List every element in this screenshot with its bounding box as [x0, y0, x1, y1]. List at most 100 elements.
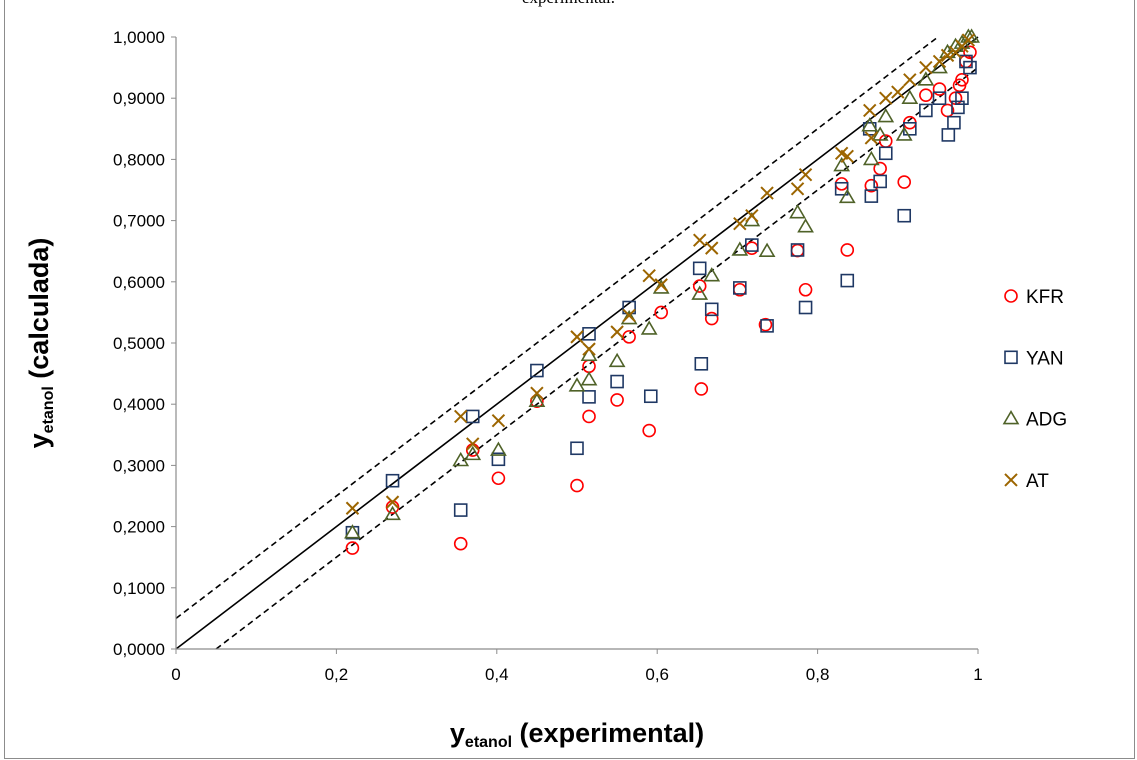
x-tick-label: 0,4 [485, 665, 509, 684]
dashed-reference-line [215, 66, 979, 650]
point-kfr [840, 243, 855, 257]
point-yan [582, 327, 596, 341]
x-tick-label: 0,8 [806, 665, 830, 684]
legend-label-yan: YAN [1026, 348, 1064, 369]
point-at [610, 325, 624, 339]
point-at [919, 60, 933, 75]
y-tick-label: 0,7000 [113, 212, 165, 231]
point-kfr [758, 317, 773, 332]
point-at [705, 241, 719, 255]
point-adg [464, 445, 482, 461]
point-adg [901, 89, 919, 104]
point-kfr [955, 73, 969, 87]
point-kfr [642, 423, 656, 438]
point-kfr [798, 282, 813, 297]
x-axis-title: yetanol (experimental) [450, 718, 704, 751]
point-yan [622, 300, 636, 315]
y-tick-label: 0,8000 [113, 150, 165, 169]
point-yan [963, 60, 977, 75]
point-adg [652, 279, 670, 294]
point-at [345, 501, 360, 515]
point-kfr [491, 471, 506, 486]
dashed-reference-line [175, 36, 939, 620]
point-yan [834, 181, 849, 196]
point-adg [528, 392, 546, 407]
point-adg [640, 320, 658, 335]
point-kfr [897, 175, 912, 189]
point-at [863, 103, 877, 118]
point-at [760, 186, 774, 200]
point-at [733, 216, 747, 231]
point-adg [931, 59, 948, 74]
chart-caption: experimental. [0, 0, 1137, 8]
point-kfr [963, 45, 977, 60]
point-at [454, 409, 468, 424]
point-adg [833, 156, 851, 172]
point-adg [580, 371, 598, 386]
point-kfr [745, 241, 759, 255]
point-yan [643, 389, 658, 404]
point-at [940, 48, 955, 63]
legend-label-at: AT [1026, 471, 1049, 492]
point-yan [873, 174, 887, 189]
point-yan [692, 261, 707, 276]
point-adg [703, 267, 721, 282]
point-adg [895, 126, 913, 141]
point-kfr [873, 161, 887, 176]
point-at [491, 414, 506, 428]
reference-lines [175, 36, 979, 650]
point-at [798, 167, 813, 182]
point-at [790, 182, 805, 196]
point-kfr [864, 178, 879, 193]
point-at [903, 73, 917, 87]
point-adg [838, 188, 856, 204]
point-at [570, 330, 584, 344]
point-kfr [834, 177, 849, 191]
point-yan [465, 409, 480, 424]
legend-label-kfr: KFR [1026, 287, 1064, 308]
point-adg [797, 218, 814, 233]
y-tick-label: 0,6000 [113, 273, 165, 292]
point-kfr [694, 382, 709, 396]
y-tick-label: 0,2000 [113, 518, 165, 537]
point-yan [570, 441, 584, 456]
point-adg [608, 352, 626, 368]
axes [171, 36, 979, 654]
point-kfr [704, 311, 719, 326]
data-points [344, 28, 980, 555]
point-yan [864, 189, 879, 203]
x-tick-label: 0,2 [325, 665, 349, 684]
point-yan [941, 128, 956, 142]
point-yan [878, 146, 893, 161]
point-kfr [654, 305, 669, 320]
point-yan [798, 300, 813, 315]
point-kfr [932, 82, 947, 96]
point-adg [731, 241, 749, 256]
point-at [961, 33, 976, 47]
point-adg [452, 451, 470, 467]
point-at [582, 342, 596, 356]
x-tick-label: 0,6 [645, 665, 669, 684]
point-at [891, 85, 905, 99]
y-tick-label: 0,1000 [113, 579, 165, 598]
y-axis-title: yetanol (calculada) [24, 238, 57, 449]
point-adg [568, 377, 586, 392]
point-adg [862, 150, 880, 166]
point-adg [917, 71, 935, 86]
point-yan [610, 374, 624, 389]
point-yan [897, 208, 912, 223]
point-adg [758, 242, 776, 258]
point-kfr [345, 541, 360, 555]
point-yan [840, 273, 855, 288]
point-at [466, 437, 480, 451]
point-at [840, 149, 854, 164]
point-kfr [582, 359, 596, 374]
point-at [654, 278, 668, 292]
point-yan [760, 319, 774, 333]
point-at [864, 131, 879, 145]
point-at [745, 208, 759, 223]
point-yan [530, 363, 544, 378]
y-tick-label: 0,9000 [113, 89, 165, 108]
point-kfr [790, 243, 805, 258]
point-adg [691, 285, 709, 300]
